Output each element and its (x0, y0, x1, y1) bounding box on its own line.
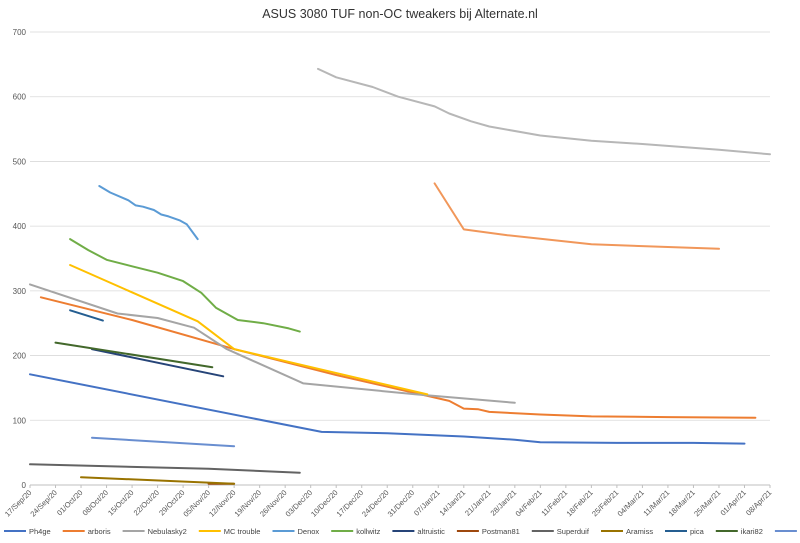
y-tick-label: 300 (13, 287, 27, 296)
y-tick-label: 600 (13, 93, 27, 102)
legend-label: Denox (298, 527, 320, 536)
axes: 010020030040050060070017/Sep/2024/Sep/20… (3, 28, 774, 519)
legend-label: ikari82 (741, 527, 763, 536)
legend-label: Aramiss (626, 527, 653, 536)
legend-label: arboris (88, 527, 111, 536)
series-line-denox (98, 185, 199, 241)
series-line-nebulasky2 (29, 283, 516, 404)
legend-item: heliosik (774, 527, 800, 536)
series-line-workaholic (433, 182, 720, 250)
x-tick-label: 22/Oct/20 (132, 488, 161, 517)
series-line-ikari82 (54, 341, 214, 369)
legend-item: MC trouble (198, 527, 261, 536)
y-tick-label: 200 (13, 352, 27, 361)
y-tick-label: 100 (13, 416, 27, 425)
legend-item: Denox (272, 527, 320, 536)
legend-item: altruistic (392, 527, 445, 536)
legend-label: Ph4ge (29, 527, 51, 536)
x-tick-label: 25/Mar/21 (692, 488, 722, 518)
series-line-pica (69, 309, 104, 322)
legend-label: Postman81 (482, 527, 520, 536)
x-tick-label: 18/Mar/21 (667, 488, 697, 518)
legend-item: Ph4ge (4, 527, 51, 536)
y-tick-label: 500 (13, 157, 27, 166)
series-line-kollwitz (69, 238, 301, 333)
series-line-altruistic (91, 348, 225, 378)
x-tick-label: 14/Jan/21 (438, 488, 468, 518)
legend-label: MC trouble (224, 527, 261, 536)
y-tick-label: 400 (13, 222, 27, 231)
x-tick-label: 21/Jan/21 (463, 488, 493, 518)
x-tick-label: 04/Feb/21 (514, 488, 544, 518)
legend-item: pica (665, 527, 705, 536)
legend-label: Nebulasky2 (148, 527, 187, 536)
legend-label: pica (690, 527, 705, 536)
legend-item: ikari82 (715, 527, 763, 536)
legend-label: kollwitz (356, 527, 380, 536)
chart-title: ASUS 3080 TUF non-OC tweakers bij Altern… (262, 7, 538, 21)
legend-item: kollwitz (331, 527, 381, 536)
series-line-aramiss (80, 476, 236, 485)
x-tick-label: 04/Mar/21 (616, 488, 646, 518)
y-tick-label: 0 (22, 481, 27, 490)
x-tick-label: 24/Sep/20 (28, 488, 59, 519)
y-tick-label: 700 (13, 28, 27, 37)
series-line-superduif (29, 463, 301, 474)
series-line-arboris (39, 296, 757, 419)
series-lines (29, 67, 771, 485)
legend-item: arboris (62, 527, 111, 536)
x-tick-label: 08/Oct/20 (81, 488, 110, 517)
legend-item: Aramiss (601, 527, 653, 536)
x-tick-label: 25/Feb/21 (590, 488, 620, 518)
series-line-ph4ge (29, 373, 746, 445)
legend-item: Superduif (531, 527, 590, 536)
x-tick-label: 18/Feb/21 (565, 488, 595, 518)
series-line-heliosik (91, 436, 236, 448)
x-tick-label: 15/Oct/20 (106, 488, 135, 517)
legend: Ph4ge arboris Nebulasky2 MC trouble Denox kol… (4, 527, 800, 536)
series-line-rogerwilco2 (317, 67, 771, 156)
x-tick-label: 01/Apr/21 (719, 488, 748, 517)
legend-label: altruistic (417, 527, 445, 536)
legend-item: Postman81 (456, 527, 520, 536)
legend-item: Nebulasky2 (122, 527, 187, 536)
x-tick-label: 07/Jan/21 (412, 488, 442, 518)
series-line-mc trouble (69, 264, 429, 396)
gridlines (30, 31, 770, 421)
x-tick-label: 01/Oct/20 (55, 488, 84, 517)
x-tick-label: 08/Apr/21 (744, 488, 773, 517)
x-tick-label: 31/Dec/20 (386, 488, 417, 519)
legend-label: Superduif (557, 527, 590, 536)
